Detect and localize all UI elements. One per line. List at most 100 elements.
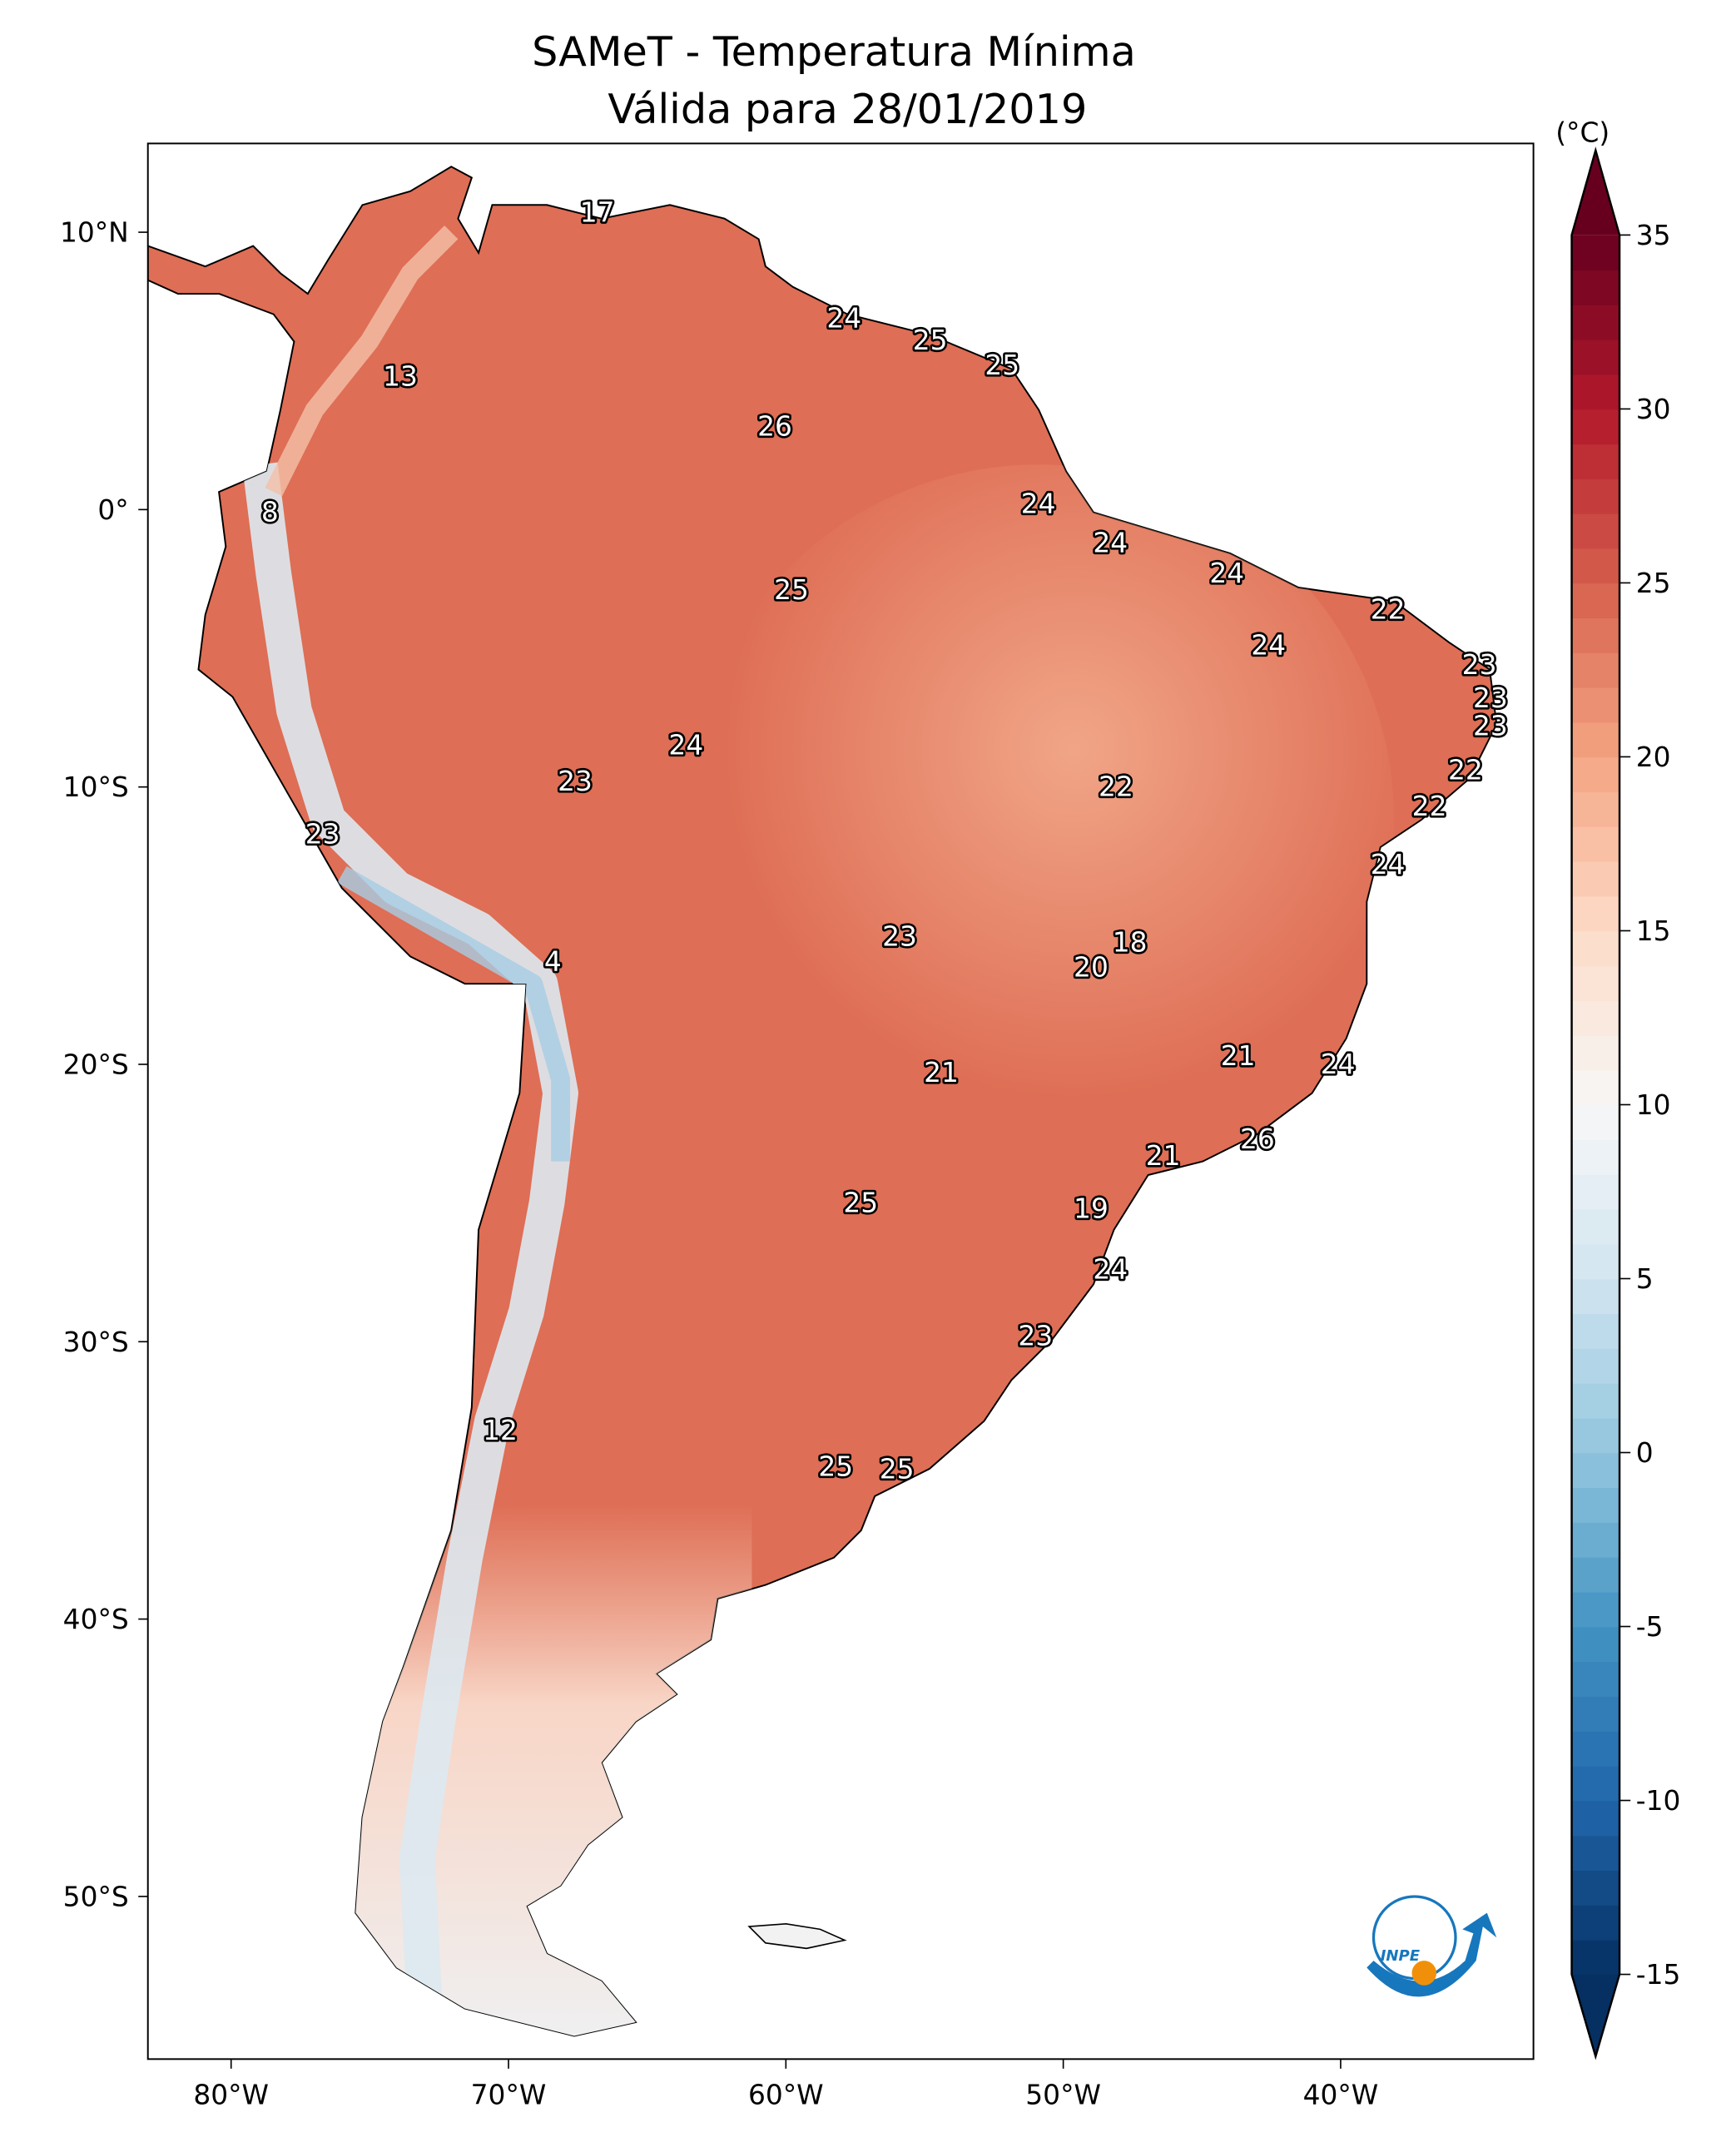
lat-tick-label: 10°S: [63, 771, 129, 803]
station-label: 12: [483, 1415, 518, 1446]
station-label: 21: [1146, 1140, 1181, 1172]
colorbar-step: [1571, 1208, 1620, 1245]
colorbar-step: [1571, 1870, 1620, 1906]
colorbar-step: [1571, 1835, 1620, 1871]
colorbar-tick-label: -15: [1636, 1959, 1681, 1991]
station-label: 17: [580, 197, 615, 229]
colorbar-tick-label: -10: [1636, 1785, 1681, 1817]
station-label: 24: [826, 302, 861, 334]
colorbar-step: [1571, 1487, 1620, 1523]
lat-tick-label: 30°S: [63, 1326, 129, 1358]
colorbar-step: [1571, 721, 1620, 758]
map-axis-ticks: 80°W 70°W 60°W 50°W 40°W 10°N 0° 10°S 20°S 30°S 40…: [60, 217, 1378, 2111]
logo-text: INPE: [1381, 1947, 1421, 1965]
station-label: 23: [882, 921, 917, 953]
station-label: 23: [558, 766, 593, 797]
map-frame: [146, 142, 1535, 2060]
colorbar-tick-label: 30: [1636, 394, 1671, 425]
lon-tick-label: 60°W: [748, 2080, 824, 2111]
colorbar-step: [1571, 1626, 1620, 1663]
station-label: 21: [1221, 1040, 1256, 1072]
lon-tick-label: 50°W: [1025, 2080, 1101, 2111]
colorbar-step: [1571, 1000, 1620, 1036]
colorbar-step: [1571, 1522, 1620, 1558]
colorbar-tick-label: 10: [1636, 1089, 1671, 1121]
colorbar-tick-label: 35: [1636, 220, 1671, 251]
station-label: 18: [1113, 926, 1148, 958]
station-label: 24: [1371, 849, 1406, 880]
colorbar-step: [1571, 1104, 1620, 1141]
colorbar-step: [1571, 1452, 1620, 1489]
lon-tick-label: 40°W: [1303, 2080, 1379, 2111]
station-label: 23: [305, 818, 340, 850]
colorbar-step: [1571, 1800, 1620, 1837]
colorbar-step: [1571, 1139, 1620, 1175]
logo-swoosh: [1366, 1912, 1497, 1997]
colorbar-step: [1571, 791, 1620, 827]
map-title-line2: Válida para 28/01/2019: [608, 85, 1087, 133]
station-label: 19: [1074, 1193, 1109, 1224]
colorbar-step: [1571, 826, 1620, 862]
colorbar-step: [1571, 305, 1620, 340]
colorbar-step: [1571, 1069, 1620, 1106]
colorbar-step: [1571, 548, 1620, 584]
station-label: 25: [880, 1454, 915, 1485]
colorbar-step: [1571, 1348, 1620, 1384]
station-label: 22: [1371, 593, 1406, 625]
lat-tick-label: 10°N: [60, 217, 129, 249]
station-label: 23: [1462, 649, 1497, 681]
colorbar-step: [1571, 1417, 1620, 1454]
colorbar-step: [1571, 1278, 1620, 1315]
falkland-islands: [747, 1922, 847, 1950]
lat-tick-label: 40°S: [63, 1604, 129, 1635]
station-label: 23: [1473, 682, 1508, 714]
station-label: 24: [1251, 630, 1286, 662]
colombia-andes-cool-band: [265, 225, 459, 497]
colorbar-step: [1571, 478, 1620, 514]
station-label: 24: [1093, 1254, 1128, 1286]
station-label: 24: [1021, 488, 1056, 520]
colorbar-step: [1571, 1904, 1620, 1941]
colorbar-tick-label: 5: [1636, 1263, 1654, 1295]
station-label: 25: [843, 1188, 878, 1219]
station-label: 23: [1018, 1321, 1053, 1352]
station-label: 24: [1321, 1049, 1356, 1080]
station-label: 24: [668, 730, 703, 761]
colorbar-step: [1571, 687, 1620, 723]
station-label: 21: [924, 1057, 959, 1088]
colorbar-tick-label: 20: [1636, 741, 1671, 773]
station-label: 24: [1093, 527, 1128, 558]
station-label: 22: [1448, 755, 1483, 786]
station-label: 24: [1209, 558, 1244, 589]
colorbar-step: [1571, 895, 1620, 932]
station-label: 4: [544, 946, 562, 978]
station-label: 23: [1473, 710, 1508, 741]
colorbar-step: [1571, 444, 1620, 479]
lat-tick-label: 50°S: [63, 1881, 129, 1912]
colorbar-step: [1571, 1174, 1620, 1210]
colorbar-step: [1571, 1556, 1620, 1593]
colorbar-step: [1571, 583, 1620, 619]
colorbar-extend-min: [1571, 1974, 1620, 2057]
colorbar-step: [1571, 1765, 1620, 1802]
altiplano-cold-core: [337, 865, 571, 1162]
colorbar-step: [1571, 1939, 1620, 1976]
station-label: 22: [1099, 771, 1133, 803]
patagonia-cool-region: [341, 1503, 752, 2036]
colorbar-step: [1571, 756, 1620, 793]
colorbar-step: [1571, 339, 1620, 375]
lat-tick-label: 20°S: [63, 1049, 129, 1080]
colorbar-step: [1571, 1313, 1620, 1349]
colorbar-step: [1571, 235, 1620, 271]
colorbar-step: [1571, 1696, 1620, 1732]
colorbar-tick-label: 15: [1636, 915, 1671, 947]
station-label: 25: [985, 350, 1019, 381]
colorbar-tick-label: 25: [1636, 568, 1671, 599]
station-label: 13: [383, 360, 418, 392]
colorbar-step: [1571, 1243, 1620, 1280]
colorbar-step: [1571, 965, 1620, 1001]
colorbar-tick-label: -5: [1636, 1611, 1664, 1643]
